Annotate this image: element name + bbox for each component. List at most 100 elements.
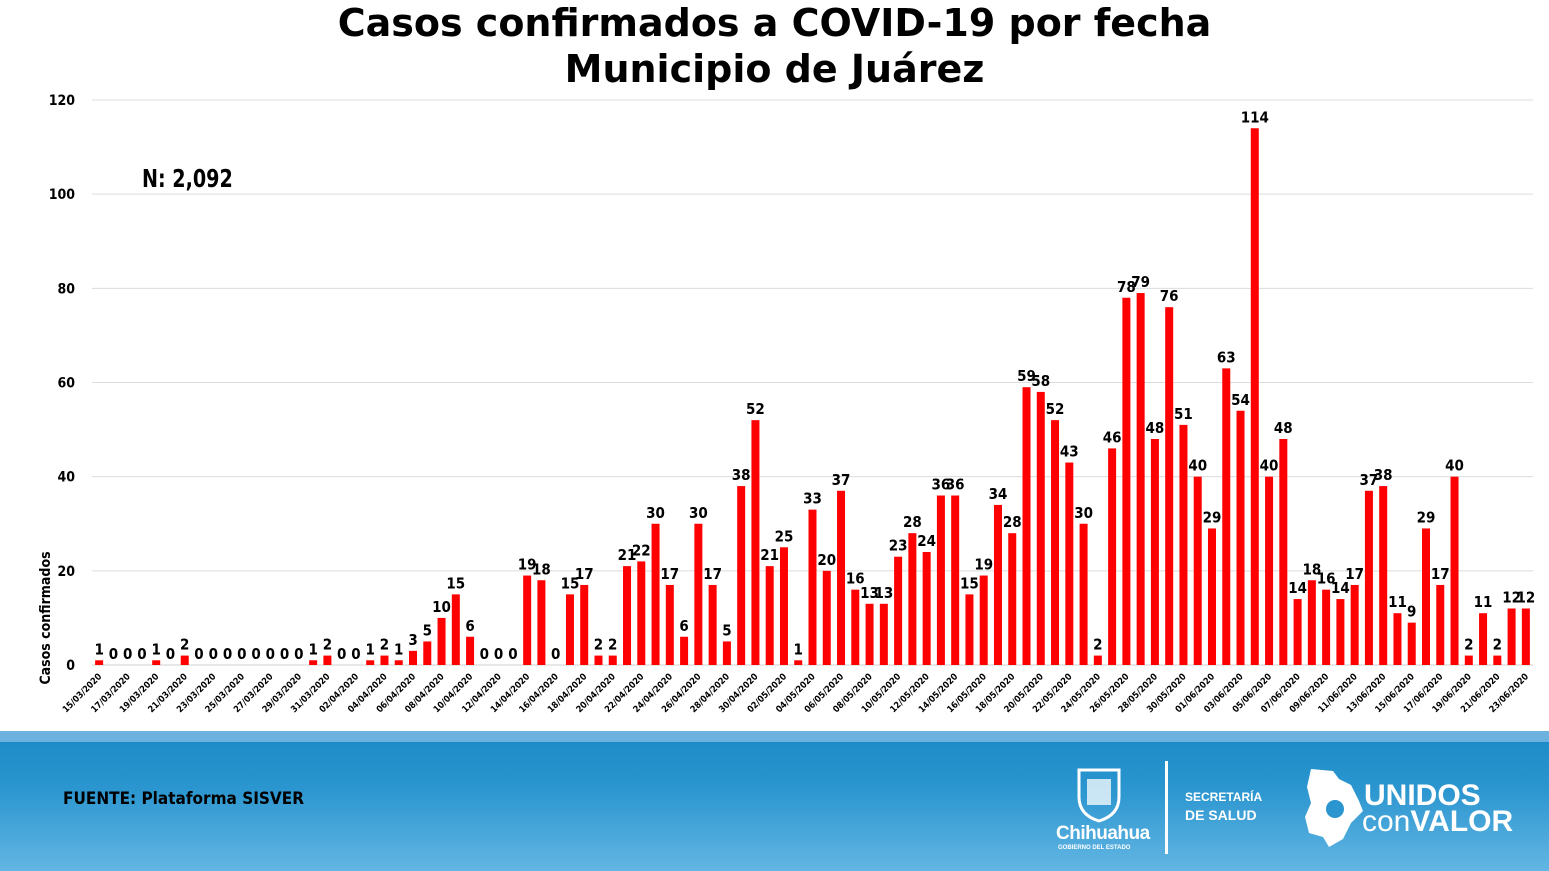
bar: [1521, 608, 1530, 665]
y-tick-label: 80: [57, 281, 75, 297]
bar: [594, 655, 603, 665]
value-label: 0: [137, 645, 146, 663]
value-label: 0: [166, 645, 175, 663]
value-label: 20: [817, 551, 836, 569]
bar: [580, 584, 589, 665]
bar: [1364, 490, 1373, 665]
value-label: 14: [1331, 579, 1350, 597]
y-tick-label: 120: [49, 93, 76, 109]
bar: [309, 660, 318, 665]
value-label: 0: [280, 645, 289, 663]
value-label: 0: [237, 645, 246, 663]
bar: [794, 660, 803, 665]
bar: [737, 486, 746, 665]
bar: [1250, 128, 1259, 665]
logo-divider: [1165, 761, 1168, 854]
bar: [423, 641, 432, 665]
bar: [651, 523, 660, 665]
chihuahua-shield-icon: [1077, 768, 1121, 823]
bar: [394, 660, 403, 665]
value-label: 2: [323, 636, 332, 654]
logo-de-salud: DE SALUD: [1185, 807, 1257, 823]
bar: [722, 641, 731, 665]
value-label: 12: [1516, 589, 1535, 607]
logo-chihuahua-sub: GOBIERNO DEL ESTADO: [1058, 845, 1131, 851]
bar: [1093, 655, 1102, 665]
value-label: 0: [109, 645, 118, 663]
bar: [1293, 599, 1302, 665]
value-label: 3: [408, 631, 417, 649]
value-label: 17: [575, 565, 594, 583]
bar: [965, 594, 974, 665]
bar: [366, 660, 375, 665]
bar: [1179, 424, 1188, 665]
bar: [152, 660, 161, 665]
value-label: 11: [1388, 593, 1407, 611]
bar: [1493, 655, 1502, 665]
value-label: 0: [351, 645, 360, 663]
value-label: 2: [594, 636, 603, 654]
banner-strip: [0, 731, 1549, 742]
value-label: 16: [846, 570, 865, 588]
bar: [466, 636, 475, 665]
y-tick-label: 100: [49, 187, 76, 203]
value-label: 43: [1060, 443, 1079, 461]
value-label: 21: [760, 546, 779, 564]
value-label: 0: [223, 645, 232, 663]
bar: [1450, 476, 1459, 665]
title-line: Casos confirmados a COVID-19 por fecha: [337, 1, 1212, 45]
value-label: 2: [608, 636, 617, 654]
bar: [1150, 439, 1159, 665]
value-label: 1: [152, 640, 161, 658]
value-label: 0: [251, 645, 260, 663]
bar: [1265, 476, 1274, 665]
logo-unidos: UNIDOS: [1364, 779, 1481, 812]
value-label: 0: [494, 645, 503, 663]
value-label: 13: [860, 584, 879, 602]
value-label: 14: [1288, 579, 1307, 597]
value-label: 5: [722, 621, 731, 639]
subtitle-line: Municipio de Juárez: [564, 47, 985, 91]
bar: [894, 556, 903, 665]
bar: [1122, 297, 1131, 665]
value-label: 16: [1317, 570, 1336, 588]
value-label: 6: [465, 617, 474, 635]
value-label: 0: [337, 645, 346, 663]
bar: [1193, 476, 1202, 665]
bars: [95, 128, 1530, 665]
bar: [1022, 387, 1031, 665]
x-tick-labels: 15/03/202017/03/202019/03/202021/03/2020…: [61, 672, 1531, 715]
bar: [1065, 462, 1074, 665]
value-label: 48: [1274, 419, 1293, 437]
value-label: 36: [946, 476, 965, 494]
value-label: 30: [646, 504, 665, 522]
chart-title: Casos confirmados a COVID-19 por fecha M…: [0, 0, 1549, 92]
value-label: 48: [1146, 419, 1165, 437]
value-label: 37: [832, 471, 851, 489]
value-label: 76: [1160, 287, 1179, 305]
value-label: 54: [1231, 391, 1250, 409]
value-label: 10: [432, 598, 451, 616]
value-label: 0: [266, 645, 275, 663]
bar: [523, 575, 532, 665]
bar: [323, 655, 332, 665]
bar: [608, 655, 617, 665]
value-label: 22: [632, 541, 651, 559]
value-label: 29: [1417, 508, 1436, 526]
bar: [1479, 613, 1488, 665]
bar: [1279, 439, 1288, 665]
value-label: 58: [1031, 372, 1050, 390]
value-label: 17: [703, 565, 722, 583]
value-label: 28: [1003, 513, 1022, 531]
bar: [822, 570, 831, 665]
value-label: 2: [1464, 636, 1473, 654]
bar: [623, 566, 632, 665]
bar: [765, 566, 774, 665]
bar: [936, 495, 945, 665]
logo-con: con: [1362, 805, 1411, 838]
value-label: 15: [960, 574, 979, 592]
bar: [1236, 410, 1245, 665]
value-label: 24: [917, 532, 936, 550]
value-label: 18: [532, 560, 551, 578]
y-tick-label: 0: [66, 658, 75, 674]
